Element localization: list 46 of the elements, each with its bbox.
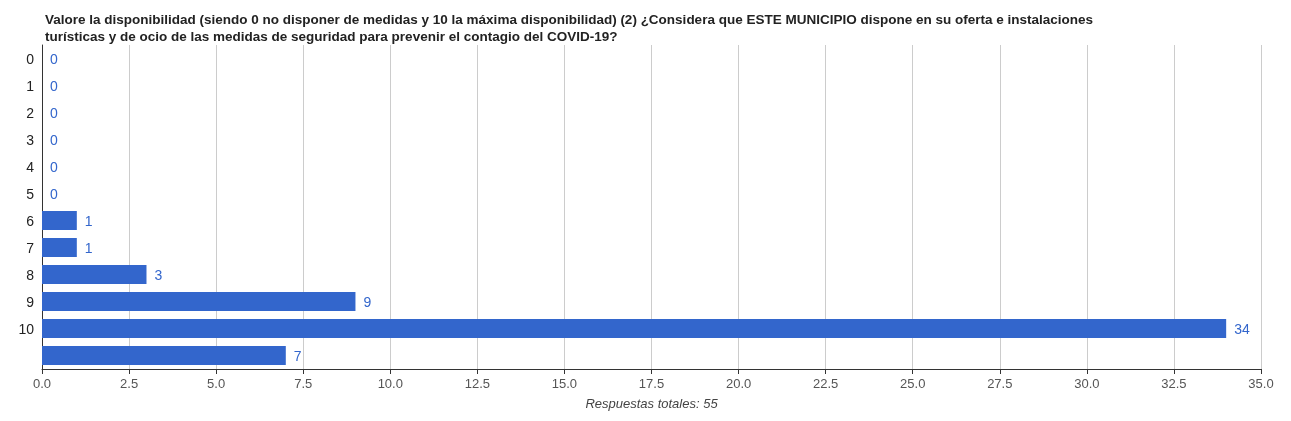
bar: [42, 211, 77, 230]
x-tick-label: 35.0: [1248, 376, 1274, 391]
data-label: 0: [50, 77, 58, 94]
data-label: 3: [154, 266, 163, 283]
y-tick-label: 8: [26, 266, 35, 283]
x-tick-label: 22.5: [812, 376, 839, 391]
data-label: 0: [50, 131, 58, 148]
x-tick-label: 0.0: [32, 376, 52, 391]
x-tick-label: 17.5: [638, 376, 665, 391]
y-tick-label: 3: [26, 131, 35, 148]
y-tick-label: 2: [26, 104, 35, 121]
data-label: 7: [293, 347, 302, 364]
x-tick-label: 32.5: [1161, 376, 1187, 391]
data-label: 0: [50, 185, 58, 202]
bar: [42, 292, 356, 311]
data-label: 34: [1234, 320, 1250, 337]
x-tick-label: 15.0: [551, 376, 578, 391]
x-tick-label: 7.5: [294, 376, 313, 391]
x-tick-label: 12.5: [464, 376, 491, 391]
data-label: 9: [363, 293, 372, 310]
x-tick-label: 30.0: [1074, 376, 1100, 391]
y-tick-label: 7: [26, 239, 35, 256]
bar: [42, 265, 147, 284]
x-tick-label: 10.0: [377, 376, 403, 391]
data-label: 0: [50, 50, 58, 67]
bar: [42, 238, 77, 257]
y-tick-label: 10: [18, 320, 35, 337]
x-tick-label: 20.0: [725, 376, 752, 391]
bar: [42, 346, 286, 365]
x-axis-title: Respuestas totales: 55: [585, 396, 719, 411]
y-tick-label: 0: [26, 50, 35, 67]
y-tick-label: 9: [26, 293, 35, 310]
y-tick-label: 6: [26, 212, 35, 229]
y-tick-label: 5: [26, 185, 35, 202]
y-tick-label: 4: [26, 158, 35, 175]
x-tick-label: 5.0: [207, 376, 226, 391]
data-label: 1: [84, 212, 93, 229]
data-label: 0: [50, 158, 58, 175]
data-label: 0: [50, 104, 58, 121]
x-tick-label: 2.5: [120, 376, 139, 391]
y-tick-label: 1: [26, 77, 35, 94]
x-tick-label: 25.0: [900, 376, 926, 391]
bar: [42, 319, 1227, 338]
x-tick-label: 27.5: [987, 376, 1013, 391]
chart-title: Valore la disponibilidad (siendo 0 no disponer de medidas y 10 la máxima disponibilidad) (2) ¿Considera que ESTE MUNICIPIO dispone en su oferta e instalaciones turísticas y de ocio de las medidas de seguridad para prevenir el contagio del COVID-19?: [45, 12, 1097, 44]
data-label: 1: [84, 239, 93, 256]
